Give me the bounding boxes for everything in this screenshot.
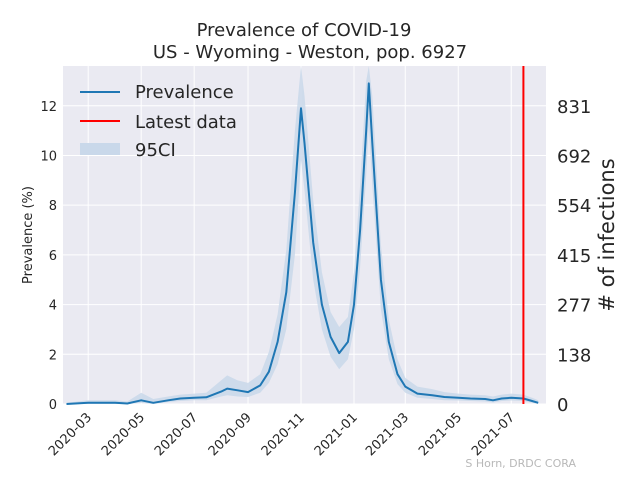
legend: Prevalence Latest data 95CI	[80, 82, 237, 161]
x-tick-label: 2021-07	[469, 410, 518, 459]
x-tick-label: 2020-09	[206, 410, 255, 459]
ci-band	[66, 66, 539, 404]
y-axis-label: Prevalence (%)	[21, 186, 36, 284]
x-axis-ticks: 2020-03 2020-05 2020-07 2020-09 2020-11 2021-…	[46, 410, 518, 459]
legend-ci-label: 95CI	[135, 140, 176, 161]
x-tick-label: 2021-05	[416, 410, 465, 459]
y2-axis-label: # of infections	[595, 158, 619, 311]
y-tick-label: 10	[40, 149, 57, 164]
y2-tick-label: 138	[557, 345, 591, 366]
x-tick-label: 2021-03	[363, 410, 412, 459]
legend-ci-swatch	[80, 143, 120, 155]
prevalence-line	[66, 82, 539, 405]
x-tick-label: 2020-11	[259, 410, 308, 459]
x-tick-label: 2020-03	[46, 410, 95, 459]
legend-latest-label: Latest data	[135, 112, 237, 133]
x-tick-label: 2020-05	[99, 410, 148, 459]
chart-subtitle: US - Wyoming - Weston, pop. 6927	[153, 42, 467, 63]
credit-text: S Horn, DRDC CORA	[465, 457, 576, 470]
y2-tick-label: 692	[557, 146, 591, 167]
y-tick-label: 12	[40, 100, 57, 115]
y2-tick-label: 415	[557, 246, 591, 267]
chart-title: Prevalence of COVID-19	[197, 20, 412, 41]
y-tick-label: 6	[49, 249, 57, 264]
y-tick-label: 2	[49, 348, 57, 363]
y2-tick-label: 0	[557, 395, 568, 416]
x-tick-label: 2020-07	[152, 410, 201, 459]
x-tick-label: 2021-01	[312, 410, 361, 459]
y-tick-label: 8	[49, 199, 57, 214]
y-tick-label: 4	[49, 299, 57, 314]
y2-tick-label: 554	[557, 196, 591, 217]
y-axis-ticks: 0 2 4 6 8 10 12	[40, 100, 57, 413]
legend-prevalence-label: Prevalence	[135, 82, 234, 103]
y2-tick-label: 831	[557, 97, 591, 118]
y2-axis-ticks: 0 138 277 415 554 692 831	[557, 97, 591, 416]
y-tick-label: 0	[49, 398, 57, 413]
y2-tick-label: 277	[557, 296, 591, 317]
